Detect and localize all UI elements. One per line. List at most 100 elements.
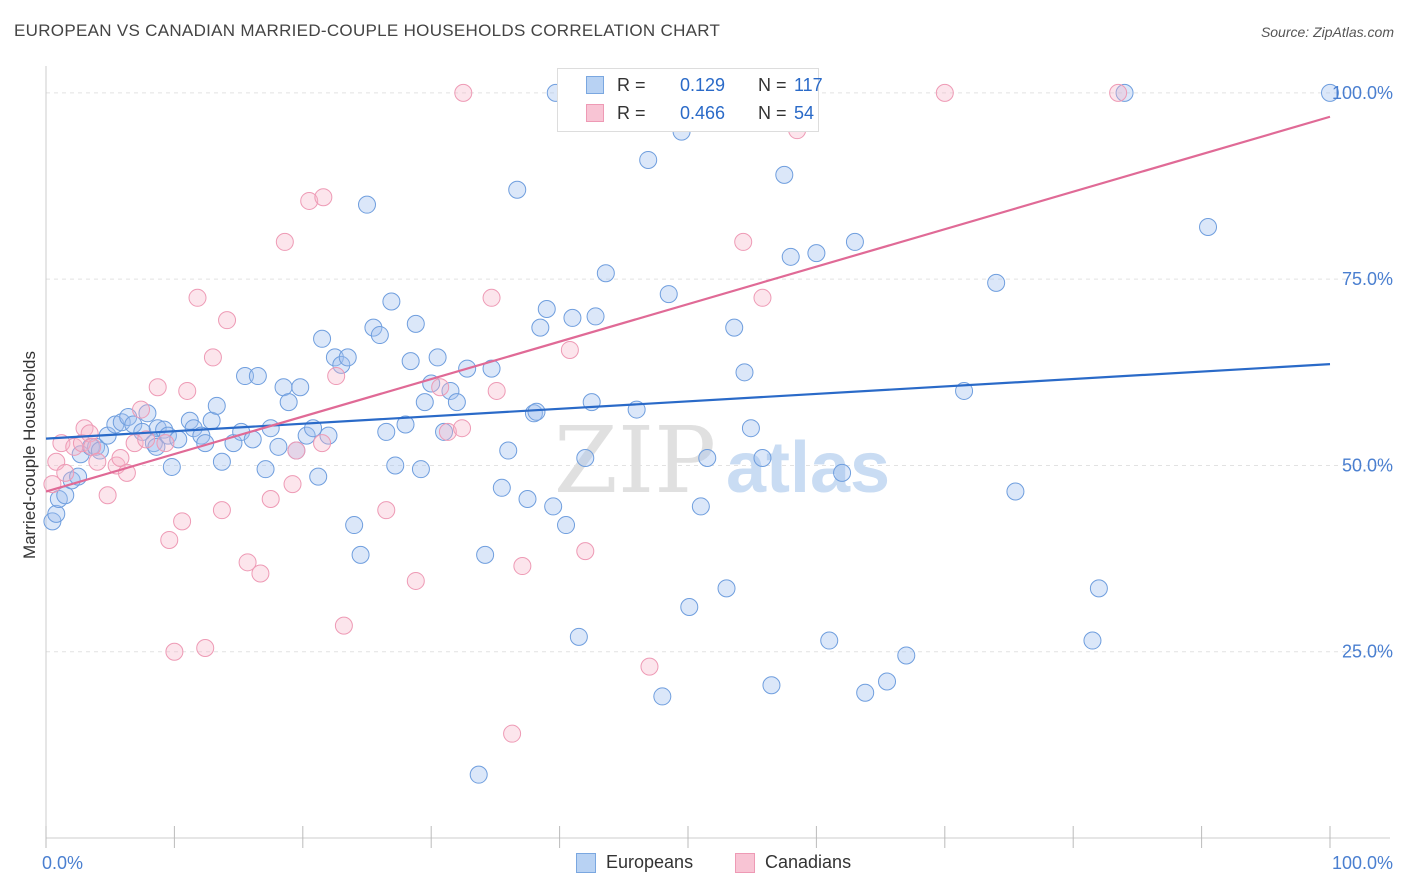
europeans-point bbox=[987, 273, 1006, 292]
europeans-r-value: 0.129 bbox=[680, 74, 726, 95]
watermark-atlas: atlas bbox=[726, 428, 890, 508]
europeans-point bbox=[269, 437, 288, 456]
europeans-point bbox=[297, 426, 316, 445]
canadians-point bbox=[275, 232, 294, 251]
europeans-point bbox=[878, 672, 897, 691]
canadians-point bbox=[125, 434, 144, 453]
canadians-swatch bbox=[586, 104, 604, 122]
europeans-point bbox=[482, 359, 501, 378]
europeans-point bbox=[236, 367, 255, 386]
europeans-point bbox=[735, 363, 754, 382]
n-label: N = bbox=[758, 102, 787, 123]
canadians-n-value: 54 bbox=[794, 102, 815, 123]
europeans-point bbox=[325, 348, 344, 367]
europeans-point bbox=[557, 516, 576, 535]
bottom-legend-europeans: Europeans bbox=[576, 852, 693, 873]
europeans-point bbox=[741, 419, 760, 438]
canadians-point bbox=[261, 489, 280, 508]
europeans-point bbox=[386, 456, 405, 475]
canadians-trend-line bbox=[45, 115, 1331, 493]
europeans-point bbox=[279, 393, 298, 412]
canadians-point bbox=[218, 311, 237, 330]
canadians-point bbox=[454, 83, 473, 102]
europeans-point bbox=[1199, 218, 1218, 237]
canadians-point bbox=[334, 616, 353, 635]
canadians-point bbox=[1109, 83, 1128, 102]
canadians-point bbox=[453, 419, 472, 438]
canadians-point bbox=[72, 434, 91, 453]
europeans-point bbox=[596, 264, 615, 283]
europeans-legend-swatch bbox=[576, 852, 596, 873]
canadians-point bbox=[165, 642, 184, 661]
europeans-point bbox=[358, 195, 376, 214]
canadians-point bbox=[88, 452, 107, 471]
canadians-point bbox=[251, 564, 270, 583]
europeans-point bbox=[856, 683, 875, 702]
europeans-point bbox=[364, 318, 383, 337]
canadians-point bbox=[431, 378, 450, 397]
canadians-point bbox=[203, 348, 222, 367]
axes bbox=[45, 66, 1390, 848]
europeans-point bbox=[291, 378, 310, 397]
europeans-point bbox=[415, 393, 434, 412]
watermark: ZIP atlas bbox=[554, 407, 890, 514]
europeans-point bbox=[411, 460, 430, 479]
canadians-point bbox=[503, 724, 522, 743]
europeans-point bbox=[396, 415, 415, 434]
canadians-point bbox=[753, 288, 772, 307]
canadians-point bbox=[406, 571, 425, 590]
source-credit: Source: ZipAtlas.com bbox=[1260, 24, 1394, 40]
canadians-point bbox=[156, 434, 175, 453]
europeans-point bbox=[406, 314, 425, 333]
y-tick-label: 75.0% bbox=[1342, 269, 1393, 289]
correlation-legend: R = 0.129 N = 117 R = 0.466 N = 54 bbox=[557, 68, 823, 132]
europeans-point bbox=[576, 449, 595, 467]
europeans-point bbox=[563, 308, 582, 327]
r-label: R = bbox=[617, 74, 646, 95]
canadians-point bbox=[482, 288, 501, 307]
canadians-point bbox=[238, 553, 257, 572]
canadians-point bbox=[132, 400, 151, 419]
europeans-point bbox=[332, 355, 351, 374]
europeans-point bbox=[653, 687, 672, 706]
europeans-point bbox=[162, 457, 181, 476]
canadians-point bbox=[178, 381, 197, 400]
europeans-point bbox=[544, 497, 563, 516]
europeans-n-value: 117 bbox=[794, 74, 823, 95]
europeans-point bbox=[1089, 579, 1108, 598]
canadians-point bbox=[513, 557, 532, 576]
europeans-point bbox=[212, 452, 231, 471]
europeans-point bbox=[447, 393, 466, 412]
europeans-point bbox=[1321, 83, 1339, 102]
europeans-point bbox=[820, 631, 839, 650]
europeans-point bbox=[370, 326, 389, 345]
europeans-point bbox=[499, 441, 518, 460]
canadians-point bbox=[487, 381, 506, 400]
europeans-point bbox=[537, 299, 556, 318]
canadians-point bbox=[188, 288, 207, 307]
europeans-trend-line bbox=[45, 363, 1331, 440]
europeans-point bbox=[476, 545, 495, 564]
y-tick-label: 100.0% bbox=[1332, 83, 1393, 103]
europeans-swatch bbox=[586, 76, 604, 94]
canadians-point bbox=[300, 191, 319, 210]
europeans-point bbox=[147, 437, 166, 456]
europeans-point bbox=[698, 449, 717, 467]
canadians-point bbox=[734, 232, 753, 251]
europeans-point bbox=[1083, 631, 1102, 650]
trend-lines bbox=[45, 115, 1331, 493]
europeans-point bbox=[725, 318, 744, 337]
europeans-point bbox=[469, 765, 488, 784]
europeans-point bbox=[184, 419, 203, 438]
europeans-point bbox=[527, 402, 546, 421]
europeans-point bbox=[309, 467, 328, 486]
europeans-point bbox=[492, 478, 511, 497]
y-axis-label: Married-couple Households bbox=[20, 351, 39, 559]
canadians-point bbox=[80, 424, 99, 443]
europeans-point bbox=[508, 180, 527, 199]
europeans-point bbox=[1006, 482, 1025, 501]
europeans-point bbox=[207, 396, 226, 415]
europeans-point bbox=[691, 497, 710, 516]
canadians-legend-swatch bbox=[735, 852, 755, 873]
